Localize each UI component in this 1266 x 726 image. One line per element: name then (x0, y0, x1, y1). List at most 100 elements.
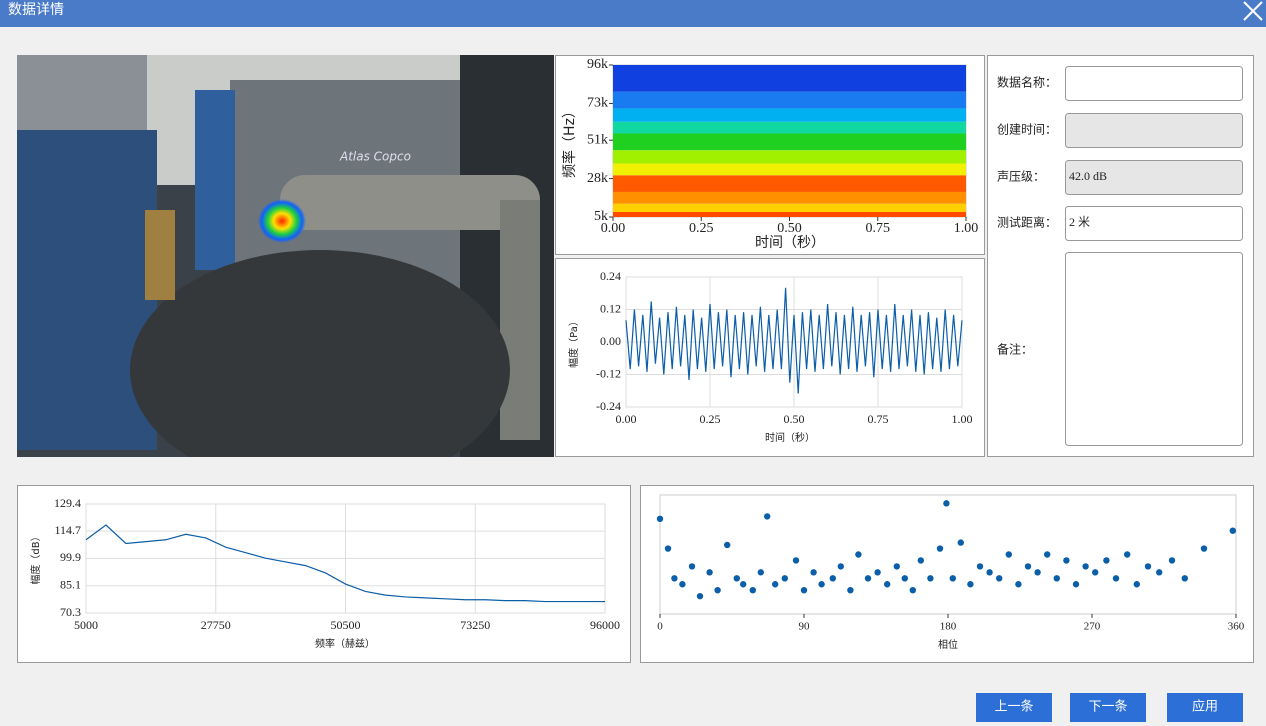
point (917, 557, 924, 564)
point (829, 575, 836, 582)
x-tick-label: 27750 (201, 618, 231, 632)
y-tick-label: 70.3 (60, 605, 81, 619)
point (671, 575, 678, 582)
field-value: 2 米 (1069, 215, 1090, 229)
point (837, 563, 844, 570)
y-tick-label: 85.1 (60, 577, 81, 591)
point (949, 575, 956, 582)
photo: Atlas Copco (17, 55, 554, 457)
button-label[interactable]: 下一条 (1088, 699, 1127, 715)
point (996, 575, 1003, 582)
point (781, 575, 788, 582)
point (1124, 551, 1131, 558)
x-tick-label: 360 (1228, 621, 1245, 633)
point (874, 569, 881, 576)
y-tick-label: 0.24 (600, 269, 621, 283)
x-tick-label: 0.25 (689, 221, 714, 236)
point (810, 569, 817, 576)
spectrogram-band (613, 175, 966, 192)
spectrogram-band (613, 191, 966, 204)
line (625, 287, 963, 394)
point (757, 569, 764, 576)
y-tick-label: 96k (587, 57, 608, 72)
point (1168, 557, 1176, 564)
y-tick-label: 129.4 (54, 496, 81, 510)
spectrogram-band (613, 121, 966, 134)
spectrogram-band (613, 108, 966, 122)
y-tick-label: 51k (587, 132, 608, 147)
point (1200, 545, 1208, 552)
x-tick-label: 0 (657, 621, 663, 633)
x-tick-label: 0.00 (616, 412, 637, 426)
input-box[interactable] (1065, 252, 1243, 446)
point (943, 500, 950, 507)
machine-label: Atlas Copco (339, 150, 411, 164)
spectrogram-band (613, 91, 966, 109)
point (936, 545, 944, 552)
x-tick-label: 96000 (590, 618, 620, 632)
point (1063, 557, 1070, 564)
x-axis-label: 时间（秒） (765, 431, 815, 444)
point (1082, 563, 1089, 570)
y-tick-label: 28k (587, 171, 608, 186)
y-tick-label: 5k (594, 209, 608, 224)
input-box[interactable] (1065, 160, 1243, 195)
y-tick-label: 99.9 (60, 550, 81, 564)
button-label[interactable]: 应用 (1192, 699, 1218, 715)
point (1156, 569, 1163, 576)
point (1024, 563, 1032, 570)
point (855, 551, 862, 558)
point (901, 575, 908, 582)
x-tick-label: 180 (940, 621, 957, 633)
point (884, 581, 891, 588)
point (957, 539, 964, 546)
input-box[interactable] (1065, 66, 1243, 101)
field-label: 测试距离： (997, 215, 1057, 230)
point (1144, 563, 1152, 570)
line (85, 524, 605, 603)
y-tick-label: 73k (587, 96, 608, 111)
button-label[interactable]: 上一条 (994, 699, 1033, 715)
point (1053, 575, 1061, 582)
button[interactable] (976, 693, 1052, 722)
point (679, 581, 686, 588)
point (927, 575, 934, 582)
x-axis-label: 时间（秒） (755, 235, 825, 251)
input-box[interactable] (1065, 206, 1243, 241)
x-tick-label: 270 (1084, 621, 1101, 633)
x-tick-label: 73250 (460, 618, 490, 632)
y-tick-label: 0.12 (600, 301, 621, 315)
field-label: 创建时间： (997, 123, 1057, 137)
point (1044, 551, 1051, 558)
spectrogram-band (613, 203, 966, 212)
window-title: 数据详情 (8, 2, 64, 18)
y-tick-label: -0.12 (596, 366, 621, 380)
x-tick-label: 0.75 (866, 221, 891, 236)
y-axis-label: 幅度（dB） (29, 531, 42, 584)
close-button[interactable] (1243, 1, 1263, 21)
spectrogram-band (613, 163, 966, 176)
point (764, 513, 771, 520)
spectrogram-band (613, 65, 966, 92)
point (1092, 569, 1099, 576)
point (772, 581, 779, 588)
x-axis-label: 频率（赫兹） (315, 637, 375, 650)
point (749, 587, 756, 594)
point (800, 587, 808, 594)
y-axis-label: 幅度（Pa） (567, 316, 580, 368)
x-tick-label: 90 (799, 621, 811, 633)
point (1015, 581, 1022, 588)
input-box[interactable] (1065, 113, 1243, 148)
y-tick-label: 0.00 (600, 334, 621, 348)
point (724, 541, 731, 549)
x-tick-label: 0.50 (784, 412, 805, 426)
button[interactable] (1070, 693, 1146, 722)
button[interactable] (1167, 693, 1243, 722)
point (1133, 581, 1141, 588)
point (893, 563, 900, 570)
field-value: 42.0 dB (1069, 169, 1107, 183)
point (1005, 551, 1012, 558)
x-tick-label: 1.00 (952, 412, 973, 426)
y-tick-label: -0.24 (596, 399, 621, 413)
point (664, 545, 672, 552)
